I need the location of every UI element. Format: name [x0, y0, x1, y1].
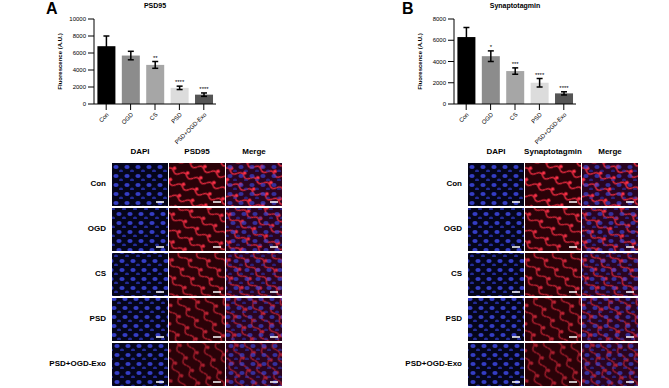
html-text:Synaptotagmin: Synaptotagmin [524, 147, 582, 156]
html-text:Con: Con [446, 179, 462, 188]
html-text:PSD95: PSD95 [143, 2, 167, 9]
html-text:PSD: PSD [89, 314, 106, 323]
svg-text:****: **** [559, 85, 569, 91]
svg-text:Fluorescence (A.U.): Fluorescence (A.U.) [57, 33, 63, 89]
svg-text:4000: 4000 [433, 59, 447, 65]
html-text:CS: CS [94, 269, 106, 278]
svg-text:Fluorescence (A.U.): Fluorescence (A.U.) [417, 33, 423, 89]
html-text:PSD+OGD-Exo: PSD+OGD-Exo [49, 359, 106, 368]
html-text:Merge: Merge [242, 147, 266, 156]
svg-text:*: * [490, 44, 493, 50]
html-text:Merge: Merge [598, 147, 622, 156]
html-text:PSD: PSD [445, 314, 462, 323]
svg-text:Con: Con [98, 111, 110, 123]
svg-text:OGD: OGD [480, 111, 494, 125]
svg-text:***: *** [512, 61, 520, 67]
html-text:DAPI: DAPI [130, 147, 150, 156]
html-text:Con: Con [90, 179, 106, 188]
svg-text:PSD: PSD [530, 111, 543, 124]
svg-text:2000: 2000 [73, 84, 87, 90]
svg-text:6000: 6000 [433, 37, 447, 43]
svg-text:10000: 10000 [69, 16, 86, 22]
svg-text:****: **** [199, 86, 209, 92]
svg-text:CS: CS [149, 111, 159, 121]
html-text:OGD: OGD [87, 224, 106, 233]
html-text:A: A [46, 0, 58, 17]
svg-text:8000: 8000 [73, 33, 87, 39]
svg-text:8000: 8000 [433, 16, 447, 22]
html-text:OGD: OGD [443, 224, 462, 233]
svg-text:****: **** [535, 72, 545, 78]
html-text:PSD+OGD-Exo: PSD+OGD-Exo [405, 359, 462, 368]
svg-text:4000: 4000 [73, 67, 87, 73]
html-text:PSD95: PSD95 [184, 147, 210, 156]
svg-text:0: 0 [443, 101, 447, 107]
svg-text:0: 0 [83, 101, 87, 107]
html-text:CS: CS [450, 269, 462, 278]
svg-text:PSD: PSD [170, 111, 183, 124]
svg-text:OGD: OGD [120, 111, 134, 125]
svg-text:PSD+OGD-Exo: PSD+OGD-Exo [534, 111, 568, 145]
svg-text:CS: CS [509, 111, 519, 121]
svg-text:****: **** [175, 79, 185, 85]
svg-text:6000: 6000 [73, 50, 87, 56]
html-text:Synaptotagmin: Synaptotagmin [489, 2, 541, 9]
svg-text:Con: Con [458, 111, 470, 123]
html-text:DAPI: DAPI [486, 147, 506, 156]
svg-text:2000: 2000 [433, 80, 447, 86]
svg-text:**: ** [153, 55, 158, 61]
svg-text:PSD+OGD-Exo: PSD+OGD-Exo [174, 111, 208, 145]
html-text:B: B [402, 0, 414, 17]
